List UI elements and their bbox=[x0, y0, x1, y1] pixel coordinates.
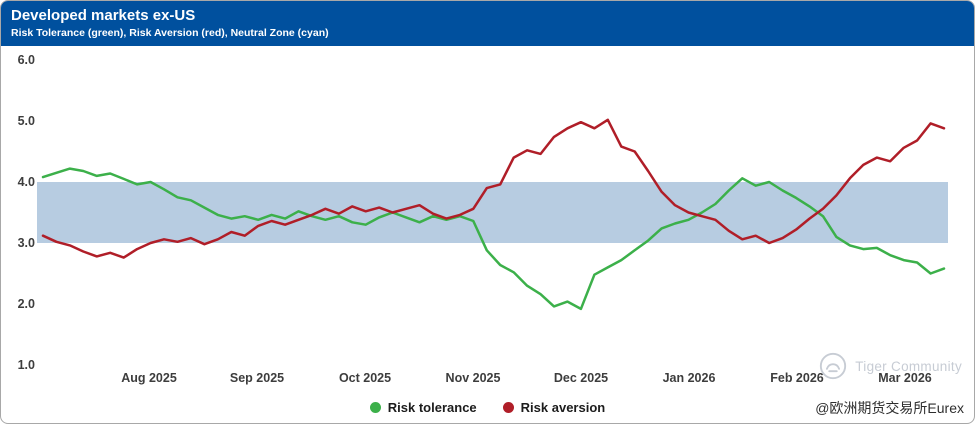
legend-item-risk-aversion: Risk aversion bbox=[502, 399, 606, 415]
legend-label-risk-tolerance: Risk tolerance bbox=[387, 399, 477, 415]
risk-aversion-line bbox=[41, 118, 946, 259]
legend-item-risk-tolerance: Risk tolerance bbox=[369, 399, 477, 415]
x-tick-label: Dec 2025 bbox=[554, 371, 608, 385]
x-tick-label: Feb 2026 bbox=[770, 371, 824, 385]
chart-subtitle: Risk Tolerance (green), Risk Aversion (r… bbox=[11, 27, 329, 39]
plot-area: 6.0 5.0 4.0 3.0 2.0 1.0 Aug 2025 Sep 2025 Oct 20… bbox=[1, 46, 974, 392]
chart-canvas: 6.0 5.0 4.0 3.0 2.0 1.0 Aug 2025 Sep 2025 Oct 20… bbox=[18, 53, 948, 385]
chart-header: Developed markets ex-US Risk Tolerance (… bbox=[1, 1, 974, 46]
x-tick-label: Sep 2025 bbox=[230, 371, 284, 385]
x-tick-label: Jan 2026 bbox=[663, 371, 716, 385]
neutral-zone-band bbox=[37, 182, 948, 243]
eurex-handle: @欧洲期货交易所Eurex bbox=[815, 400, 964, 416]
chart-title: Developed markets ex-US bbox=[11, 7, 196, 24]
x-tick-label: Nov 2025 bbox=[446, 371, 501, 385]
x-tick-label: Oct 2025 bbox=[339, 371, 391, 385]
y-tick-label: 4.0 bbox=[18, 175, 35, 189]
y-tick-label: 1.0 bbox=[18, 358, 35, 372]
legend-marker-red-icon bbox=[502, 401, 514, 413]
x-tick-label: Mar 2026 bbox=[878, 371, 932, 385]
legend-label-risk-aversion: Risk aversion bbox=[520, 399, 606, 415]
legend-marker-green-icon bbox=[369, 401, 381, 413]
y-tick-label: 5.0 bbox=[18, 114, 35, 128]
y-tick-label: 6.0 bbox=[18, 53, 35, 67]
chart-legend: Risk tolerance Risk aversion bbox=[1, 392, 974, 422]
risk-tolerance-line bbox=[41, 167, 946, 311]
y-tick-label: 3.0 bbox=[18, 236, 35, 250]
y-tick-label: 2.0 bbox=[18, 297, 35, 311]
x-tick-label: Aug 2025 bbox=[121, 371, 177, 385]
